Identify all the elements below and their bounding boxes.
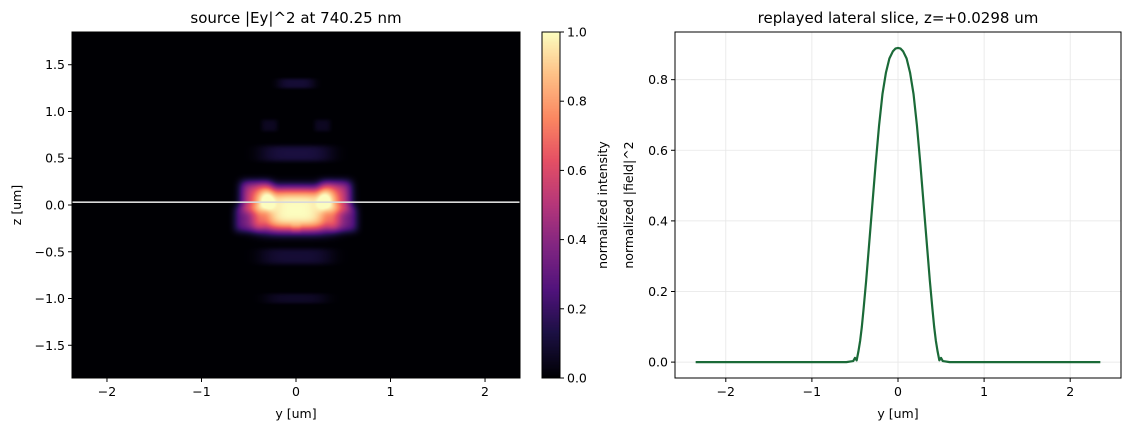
line-y-label: normalized |field|^2: [621, 141, 636, 268]
y-tick-label: 0.6: [648, 143, 668, 158]
y-tick-label: 1.5: [45, 57, 65, 72]
line-x-ticks: −2 −1 0 1 2: [717, 378, 1074, 399]
x-tick-label: −2: [98, 384, 116, 399]
line-panel: replayed lateral slice, z=+0.0298 um −2−…: [621, 9, 1122, 421]
colorbar-tick-label: 0.8: [567, 94, 587, 109]
y-tick-label: 0.2: [648, 284, 668, 299]
y-tick-label: −1.0: [35, 291, 65, 306]
colorbar-tick-label: 0.6: [567, 163, 587, 178]
colorbar-tick-label: 1.0: [567, 25, 587, 40]
x-tick-label: −1: [803, 384, 821, 399]
y-tick-label: 0.0: [648, 355, 668, 370]
line-y-ticks: 0.0 0.2 0.4 0.6 0.8: [648, 72, 675, 370]
y-tick-label: 1.0: [45, 104, 65, 119]
heatmap-image: [72, 32, 520, 378]
colorbar-ticks: 0.0 0.2 0.4 0.6 0.8 1.0: [560, 25, 587, 386]
line-title: replayed lateral slice, z=+0.0298 um: [758, 9, 1039, 27]
y-tick-label: 0.4: [648, 213, 668, 228]
x-tick-label: 1: [980, 384, 988, 399]
heatmap-y-label: z [um]: [9, 185, 24, 225]
x-tick-label: 0: [894, 384, 902, 399]
colorbar-canvas-holder: [542, 32, 560, 378]
colorbar-frame: [541, 31, 561, 379]
colorbar: 0.0 0.2 0.4 0.6 0.8 1.0 normalized intensity: [541, 25, 610, 386]
x-tick-label: 2: [1066, 384, 1074, 399]
colorbar-tick-label: 0.4: [567, 232, 587, 247]
y-tick-label: −1.5: [35, 338, 65, 353]
heatmap-x-label: y [um]: [275, 406, 316, 421]
colorbar-tick-label: 0.2: [567, 301, 587, 316]
y-tick-label: −0.5: [35, 244, 65, 259]
heatmap-y-ticks: −1.5 −1.0 −0.5 0.0 0.5 1.0 1.5: [35, 57, 72, 353]
heatmap-title: source |Ey|^2 at 740.25 nm: [190, 9, 401, 27]
heatmap-canvas-holder: [72, 32, 520, 378]
heatmap-x-ticks: −2 −1 0 1 2: [98, 378, 489, 399]
heatmap-panel: source |Ey|^2 at 740.25 nm −2 −1 0 1 2 −1.5−…: [9, 9, 521, 421]
y-tick-label: 0.8: [648, 72, 668, 87]
x-tick-label: 0: [292, 384, 300, 399]
line-x-label: y [um]: [877, 406, 918, 421]
x-tick-label: −1: [192, 384, 210, 399]
y-tick-label: 0.0: [45, 198, 65, 213]
colorbar-tick-label: 0.0: [567, 371, 587, 386]
colorbar-gradient: [542, 32, 560, 378]
x-tick-label: 1: [387, 384, 395, 399]
colorbar-label: normalized intensity: [595, 141, 610, 269]
y-tick-label: 0.5: [45, 151, 65, 166]
x-tick-label: −2: [717, 384, 735, 399]
line-grid: [675, 32, 1121, 378]
x-tick-label: 2: [481, 384, 489, 399]
series-line: [695, 46, 1101, 364]
